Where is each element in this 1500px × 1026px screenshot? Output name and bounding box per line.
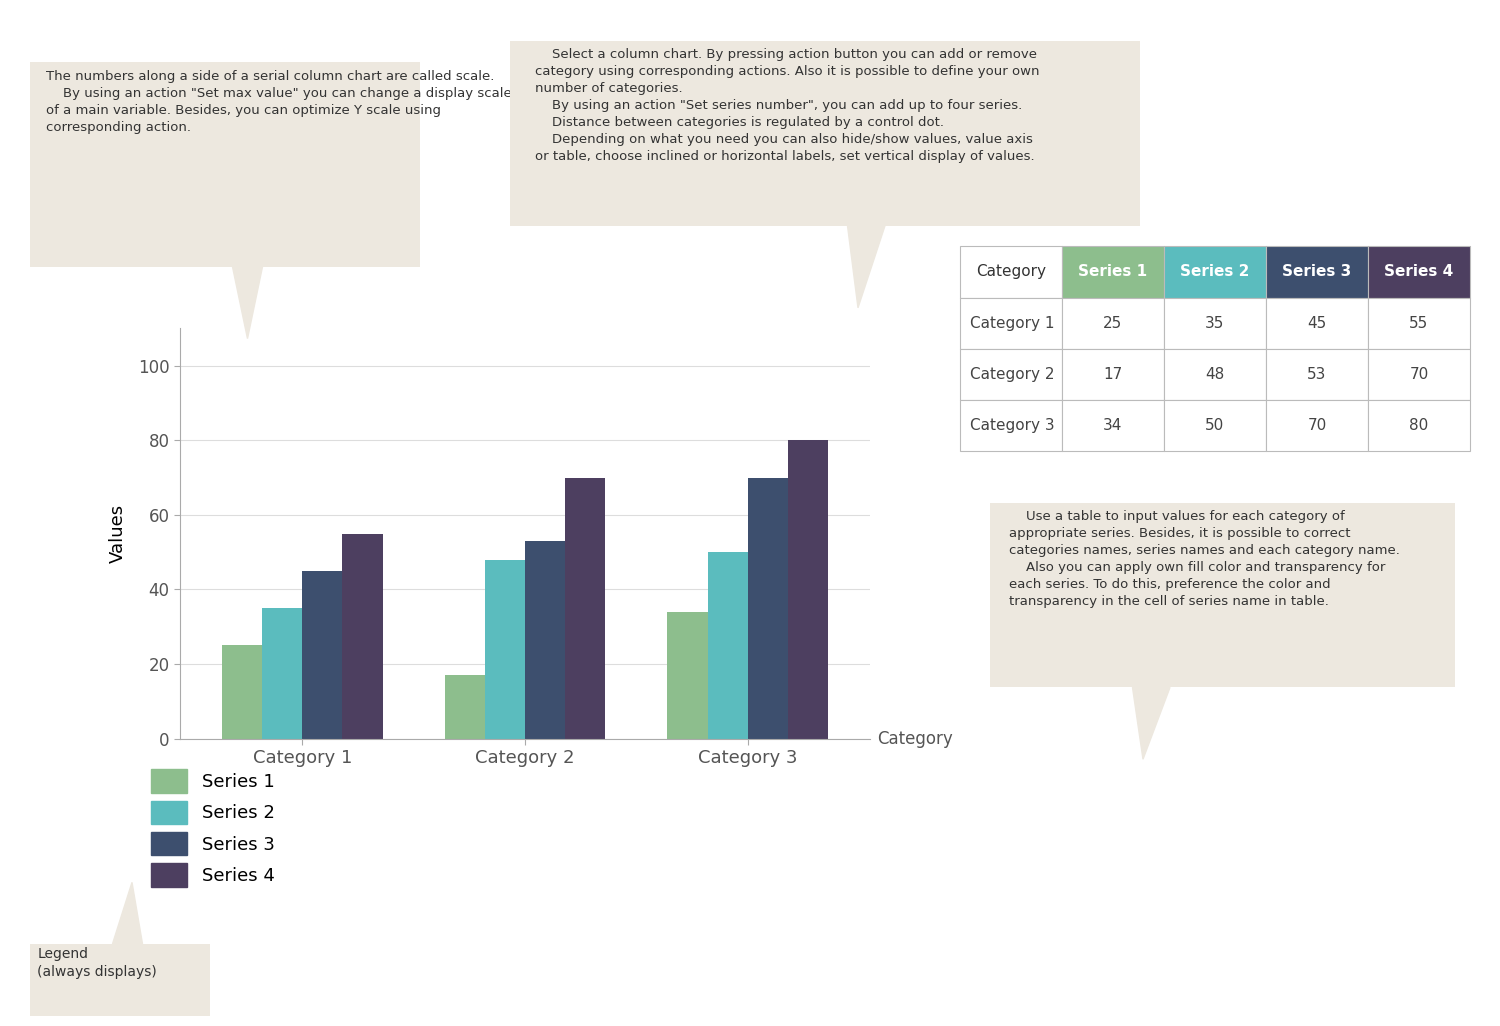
Y-axis label: Values: Values — [110, 504, 128, 563]
Bar — [484, 559, 525, 739]
Text: Use a table to input values for each category of
appropriate series. Besides, it: Use a table to input values for each cat… — [1008, 510, 1400, 608]
Bar — [342, 534, 382, 739]
Bar — [566, 477, 604, 739]
Bar — [668, 611, 708, 739]
Text: Category: Category — [878, 729, 953, 748]
Bar — [708, 552, 747, 739]
Polygon shape — [847, 226, 885, 308]
Bar — [262, 608, 303, 739]
Bar — [788, 440, 828, 739]
Text: Legend
(always displays): Legend (always displays) — [38, 947, 158, 979]
Bar — [525, 541, 566, 739]
Text: The numbers along a side of a serial column chart are called scale.
    By using: The numbers along a side of a serial col… — [45, 70, 512, 133]
Bar — [747, 477, 788, 739]
Polygon shape — [112, 882, 142, 944]
Polygon shape — [1132, 687, 1170, 759]
Legend: Series 1, Series 2, Series 3, Series 4: Series 1, Series 2, Series 3, Series 4 — [144, 762, 282, 894]
Polygon shape — [232, 267, 262, 339]
Bar — [446, 675, 485, 739]
Text: Select a column chart. By pressing action button you can add or remove
category : Select a column chart. By pressing actio… — [536, 48, 1040, 163]
Bar — [303, 570, 342, 739]
Bar — [222, 645, 262, 739]
